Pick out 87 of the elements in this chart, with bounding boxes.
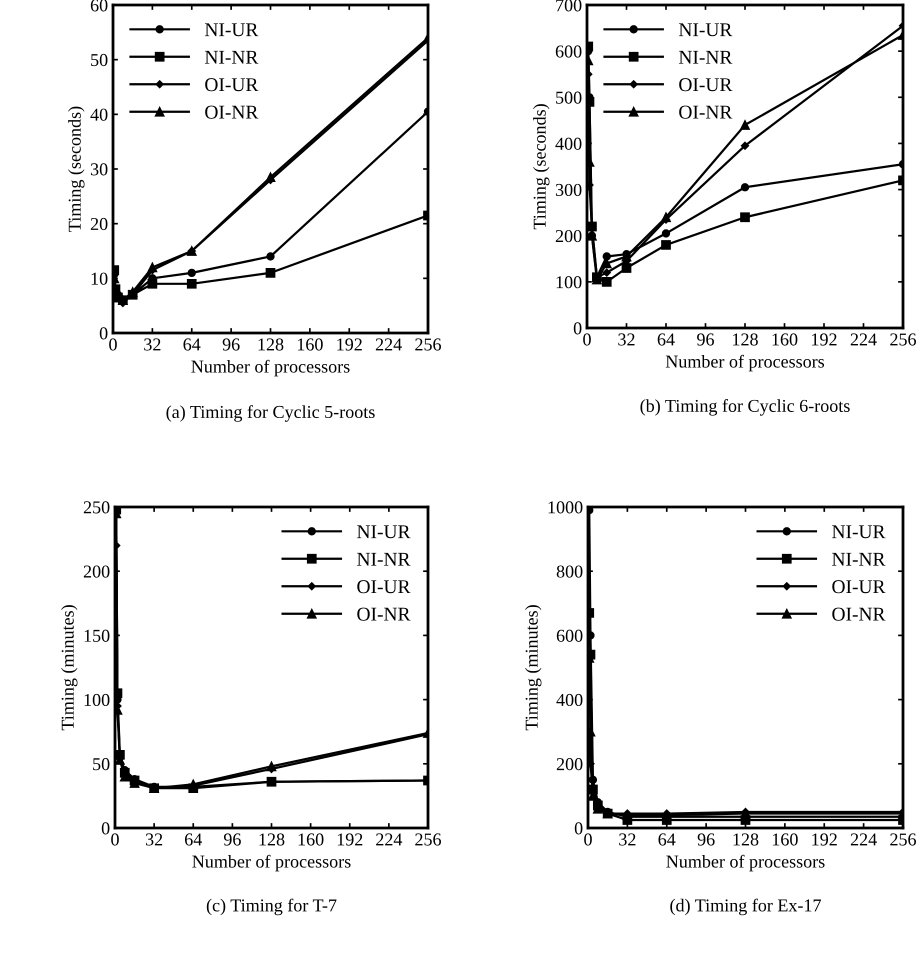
x-tick-label: 128 [258, 338, 284, 351]
legend-label: OI-NR [832, 608, 886, 621]
y-axis-title: Timing (minutes) [525, 605, 542, 730]
x-axis-title: Number of processors [192, 854, 351, 872]
y-tick-label: 100 [556, 276, 582, 288]
legend-label: OI-UR [679, 78, 732, 92]
y-tick-label: 300 [556, 184, 582, 196]
y-tick-label: 500 [556, 92, 582, 104]
x-tick-label: 0 [111, 833, 119, 846]
y-tick-label: 50 [93, 758, 110, 770]
text: (a) Timing for Cyclic 5-roots [166, 405, 375, 422]
x-tick-label: 256 [415, 338, 442, 351]
x-tick-label: 192 [337, 338, 362, 351]
y-axis-title: Timing (seconds) [68, 106, 85, 232]
y-tick-label: 0 [574, 322, 582, 334]
x-tick-label: 96 [697, 333, 714, 346]
y-tick-label: 40 [90, 108, 108, 121]
text: (c) Timing for T-7 [206, 898, 336, 916]
legend-label: NI-UR [357, 525, 410, 538]
x-tick-label: 128 [260, 833, 284, 846]
x-tick-label: 192 [812, 333, 837, 346]
x-tick-label: 224 [850, 833, 877, 846]
y-tick-label: 150 [84, 630, 110, 642]
y-tick-label: 400 [556, 694, 582, 706]
y-tick-label: 200 [556, 758, 582, 770]
x-axis-title: Number of processors [666, 354, 824, 372]
x-tick-label: 32 [146, 833, 162, 846]
x-tick-label: 160 [298, 338, 323, 351]
y-tick-label: 250 [84, 501, 110, 514]
y-tick-label: 600 [556, 45, 582, 58]
x-tick-label: 256 [415, 833, 442, 846]
x-tick-label: 32 [618, 333, 635, 346]
x-tick-label: 32 [144, 338, 160, 351]
x-tick-label: 96 [224, 833, 241, 846]
y-axis-title: Timing (seconds) [533, 104, 550, 230]
y-tick-label: 50 [91, 54, 108, 66]
x-tick-label: 64 [185, 833, 202, 846]
x-tick-label: 64 [658, 333, 675, 346]
x-tick-label: 256 [890, 333, 916, 346]
legend-label: OI-UR [357, 580, 410, 594]
legend-label: NI-NR [678, 50, 732, 64]
legend-label: OI-NR [357, 608, 410, 621]
x-tick-label: 192 [338, 833, 362, 846]
y-tick-label: 1000 [548, 501, 582, 514]
y-tick-label: 800 [556, 565, 582, 578]
legend-label: NI-NR [357, 552, 410, 566]
y-tick-label: 20 [90, 218, 108, 230]
x-tick-label: 224 [376, 338, 402, 350]
x-tick-label: 256 [890, 833, 916, 846]
x-tick-label: 32 [619, 833, 636, 846]
x-tick-label: 128 [733, 333, 758, 346]
x-tick-label: 224 [376, 833, 402, 846]
x-tick-label: 96 [222, 338, 240, 351]
y-tick-label: 600 [556, 630, 582, 642]
text: (d) Timing for Ex-17 [670, 898, 821, 916]
y-tick-label: 100 [84, 694, 110, 706]
text: (b) Timing for Cyclic 6-roots [640, 399, 850, 416]
y-tick-label: 0 [574, 822, 582, 834]
y-tick-label: 400 [555, 138, 582, 150]
legend-label: NI-NR [204, 50, 258, 64]
y-axis-title: Timing (minutes) [61, 605, 78, 730]
x-axis-title: Number of processors [666, 854, 825, 872]
y-tick-label: 10 [92, 272, 108, 285]
legend-label: NI-UR [678, 23, 732, 36]
legend-label: OI-UR [832, 580, 886, 594]
y-tick-label: 200 [84, 565, 110, 578]
x-tick-label: 192 [812, 833, 837, 846]
x-tick-label: 0 [583, 333, 591, 346]
x-tick-label: 64 [658, 833, 676, 846]
x-axis-title: Number of processors [191, 360, 350, 376]
x-tick-label: 128 [734, 833, 758, 846]
x-tick-label: 160 [298, 833, 324, 846]
x-tick-label: 64 [184, 338, 200, 351]
x-tick-label: 160 [772, 833, 798, 846]
x-tick-label: 96 [698, 833, 715, 846]
legend-label: OI-NR [205, 106, 258, 119]
y-tick-label: 200 [556, 230, 582, 242]
legend-label: NI-NR [832, 552, 886, 566]
legend-label: OI-UR [205, 78, 258, 92]
x-tick-label: 224 [850, 333, 877, 346]
x-tick-label: 0 [584, 833, 592, 846]
x-tick-label: 160 [772, 333, 798, 346]
y-tick-label: 30 [90, 163, 108, 176]
legend-label: NI-UR [204, 23, 258, 36]
legend-label: OI-NR [679, 106, 732, 119]
y-tick-label: 0 [102, 822, 110, 834]
legend-label: NI-UR [832, 525, 886, 538]
